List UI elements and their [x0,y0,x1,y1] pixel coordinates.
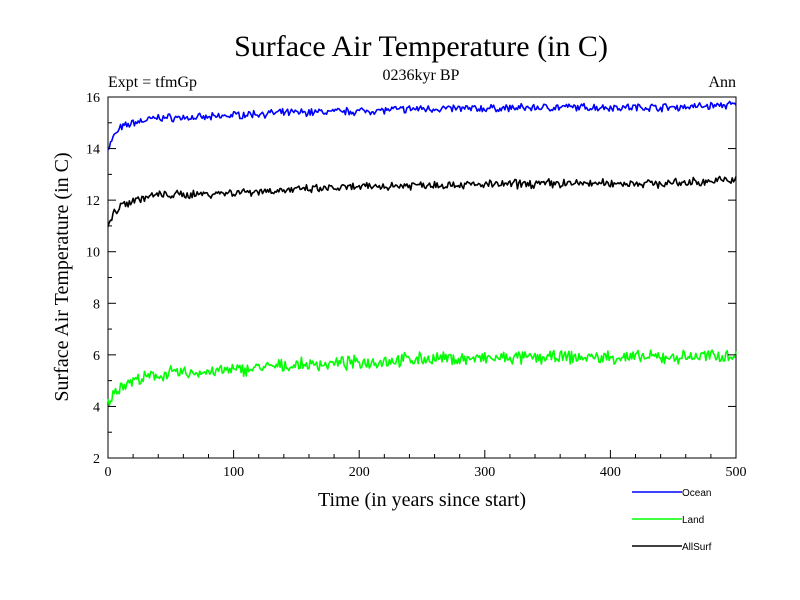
y-tick-label: 6 [93,349,100,364]
y-tick-label: 4 [93,400,100,415]
x-axis: 0 100 200 300 400 500 [105,450,747,480]
x-tick-label: 200 [349,465,370,480]
legend: Ocean Land AllSurf [632,488,712,553]
x-tick-label: 400 [600,465,621,480]
period-label: Ann [708,74,736,91]
chart-title: Surface Air Temperature (in C) [234,30,608,63]
y-tick-label: 8 [93,297,100,312]
x-axis-label: Time (in years since start) [318,489,526,511]
y-axis-label: Surface Air Temperature (in C) [51,152,73,401]
legend-label: AllSurf [682,542,712,553]
x-tick-label: 300 [474,465,495,480]
series-line-allsurf [107,175,737,227]
y-axis: 2 4 6 8 10 12 14 16 [86,91,736,467]
legend-label: Land [682,515,704,526]
series-line-ocean [107,100,737,151]
x-tick-label: 0 [105,465,112,480]
legend-label: Ocean [682,488,711,499]
x-tick-label: 100 [223,465,244,480]
y-tick-label: 12 [86,194,100,209]
y-tick-label: 14 [86,143,100,158]
x-tick-label: 500 [726,465,747,480]
y-tick-label: 10 [86,246,100,261]
y-tick-label: 2 [93,452,100,467]
chart-subtitle: 0236kyr BP [383,67,460,84]
y-tick-label: 16 [86,91,100,106]
series-line-land [107,349,737,407]
series-layer [107,100,737,407]
experiment-label: Expt = tfmGp [108,74,197,91]
plot-frame [107,96,737,459]
